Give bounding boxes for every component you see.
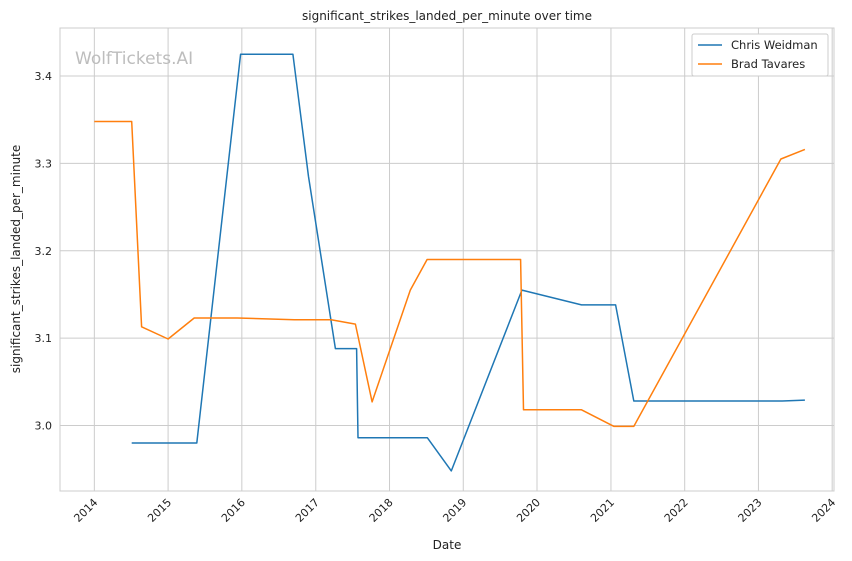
- x-tick-labels: 2014 2015 2016 2017 2018 2019 2020 2021 2022 2023…: [71, 496, 838, 525]
- x-axis-label: Date: [433, 538, 462, 552]
- y-tick-label: 3.3: [35, 157, 53, 170]
- y-tick-label: 3.1: [35, 332, 53, 345]
- x-tick-label: 2021: [588, 496, 617, 525]
- x-tick-label: 2019: [440, 496, 469, 525]
- y-tick-label: 3.2: [35, 245, 53, 258]
- legend-box: [691, 33, 829, 77]
- x-tick-label: 2018: [367, 496, 396, 525]
- x-tick-label: 2017: [293, 496, 322, 525]
- legend-label-brad-tavares: Brad Tavares: [731, 57, 805, 71]
- series-line-brad-tavares: [94, 120, 806, 428]
- x-tick-label: 2024: [809, 496, 838, 525]
- y-tick-labels: 3.0 3.1 3.2 3.3 3.4: [35, 70, 53, 432]
- legend-label-chris-weidman: Chris Weidman: [731, 38, 818, 52]
- chart-title: significant_strikes_landed_per_minute ov…: [302, 9, 592, 23]
- x-tick-label: 2016: [219, 496, 248, 525]
- series-line-chris-weidman: [131, 53, 805, 472]
- series-lines: [94, 53, 806, 472]
- y-tick-label: 3.4: [35, 70, 53, 83]
- x-tick-label: 2022: [662, 496, 691, 525]
- x-tick-label: 2023: [736, 496, 765, 525]
- watermark: WolfTickets.AI: [75, 49, 193, 69]
- x-tick-label: 2014: [71, 496, 100, 525]
- x-tick-label: 2015: [145, 496, 174, 525]
- gridlines: [60, 28, 834, 491]
- x-tick-label: 2020: [514, 496, 543, 525]
- y-tick-label: 3.0: [35, 419, 53, 432]
- legend: Chris Weidman Brad Tavares: [691, 33, 829, 77]
- y-axis-label: significant_strikes_landed_per_minute: [9, 145, 23, 374]
